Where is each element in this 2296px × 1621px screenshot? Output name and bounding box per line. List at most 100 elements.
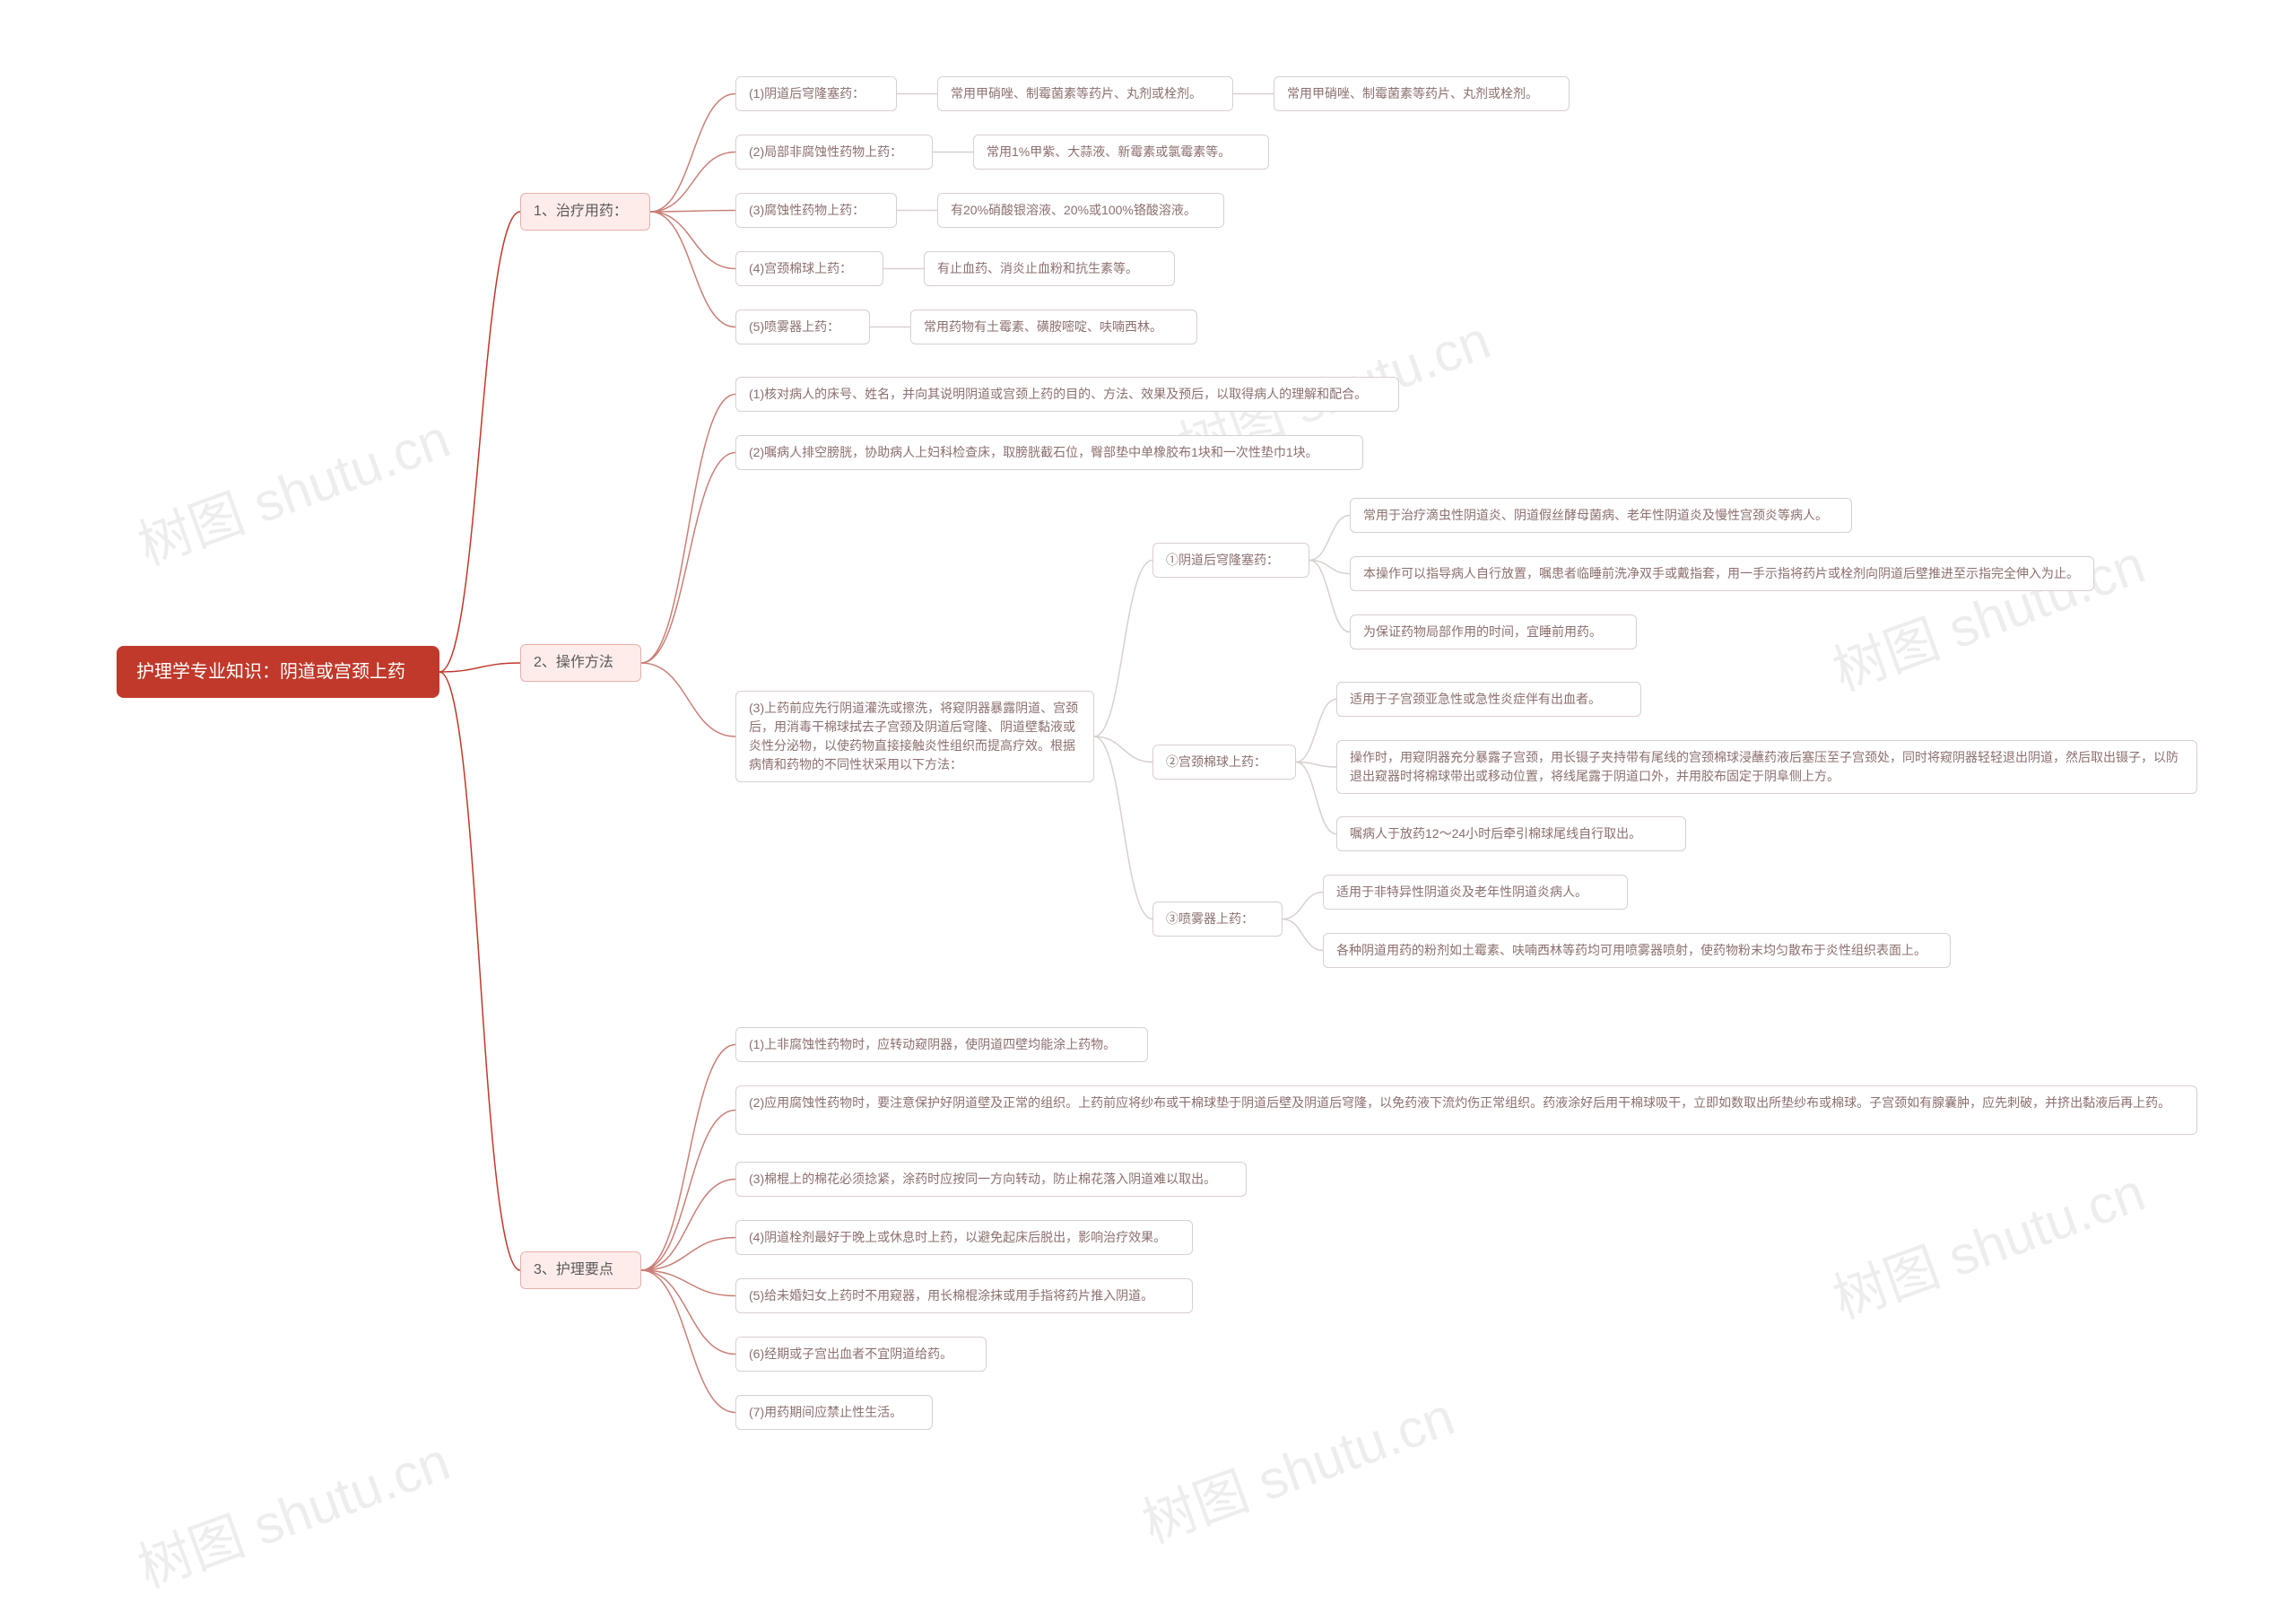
connector [641,663,735,736]
node-label: 本操作可以指导病人自行放置，嘱患者临睡前洗净双手或戴指套，用一手示指将药片或栓剂… [1363,566,2079,580]
mindmap-node: (2)嘱病人排空膀胱，协助病人上妇科检查床，取膀胱截石位，臀部垫中单橡胶布1块和… [735,435,1363,470]
node-label: (1)阴道后穹隆塞药： [749,86,865,100]
mindmap-node: (1)核对病人的床号、姓名，并向其说明阴道或宫颈上药的目的、方法、效果及预后，以… [735,377,1399,412]
mindmap-node: (4)宫颈棉球上药： [735,251,883,286]
connector [641,1238,735,1271]
node-label: (7)用药期间应禁止性生活。 [749,1405,902,1419]
node-label: 有20%硝酸银溶液、20%或100%铬酸溶液。 [951,203,1196,217]
mindmap-node: 各种阴道用药的粉剂如土霉素、呋喃西林等药均可用喷雾器喷射，使药物粉末均匀散布于炎… [1323,933,1951,968]
node-label: 操作时，用窥阴器充分暴露子宫颈，用长镊子夹持带有尾线的宫颈棉球浸蘸药液后塞压至子… [1350,750,2179,783]
connector [1094,736,1152,919]
connector [1283,919,1323,951]
connector [439,663,520,672]
node-label: 常用于治疗滴虫性阴道炎、阴道假丝酵母菌病、老年性阴道炎及慢性宫颈炎等病人。 [1363,508,1828,522]
node-label: 常用甲硝唑、制霉菌素等药片、丸剂或栓剂。 [1287,86,1538,100]
mindmap-node: 本操作可以指导病人自行放置，嘱患者临睡前洗净双手或戴指套，用一手示指将药片或栓剂… [1350,556,2094,591]
connector [1309,561,1350,632]
watermark: 树图 shutu.cn [126,396,458,580]
connectors-layer [0,0,2296,1621]
watermark: 树图 shutu.cn [1821,1149,2153,1334]
mindmap-node: 常用甲硝唑、制霉菌素等药片、丸剂或栓剂。 [937,76,1233,111]
node-label: 2、操作方法 [534,655,613,670]
mindmap-node: (3)棉棍上的棉花必须捻紧，涂药时应按同一方向转动，防止棉花落入阴道难以取出。 [735,1162,1247,1197]
node-label: (3)腐蚀性药物上药： [749,203,865,217]
node-label: (3)棉棍上的棉花必须捻紧，涂药时应按同一方向转动，防止棉花落入阴道难以取出。 [749,1172,1216,1186]
connector [650,94,735,213]
node-label: (4)阴道栓剂最好于晚上或休息时上药，以避免起床后脱出，影响治疗效果。 [749,1230,1166,1244]
mindmap-node: 常用1%甲紫、大蒜液、新霉素或氯霉素等。 [973,135,1269,170]
node-label: (5)给未婚妇女上药时不用窥器，用长棉棍涂抹或用手指将药片推入阴道。 [749,1288,1153,1303]
mindmap-node: 2、操作方法 [520,644,641,682]
node-label: (6)经期或子宫出血者不宜阴道给药。 [749,1346,952,1361]
watermark: 树图 shutu.cn [1821,521,2153,706]
connector [439,212,520,672]
mindmap-node: (1)阴道后穹隆塞药： [735,76,897,111]
connector [650,212,735,327]
connector [641,1270,735,1355]
connector [641,1270,735,1413]
mindmap-node: 有止血药、消炎止血粉和抗生素等。 [924,251,1175,286]
mindmap-node: (2)局部非腐蚀性药物上药： [735,135,933,170]
connector [1296,763,1336,834]
mindmap-node: (3)腐蚀性药物上药： [735,193,897,228]
connector [641,1270,735,1296]
connector [641,1111,735,1271]
node-label: ②宫颈棉球上药： [1166,754,1266,769]
root-label: 护理学专业知识：阴道或宫颈上药 [136,662,405,682]
node-label: ①阴道后穹隆塞药： [1166,553,1279,567]
connector [650,212,735,269]
mindmap-container: { "watermark_text": "树图 shutu.cn", "wate… [0,0,2296,1621]
connector [1309,516,1350,561]
node-label: (4)宫颈棉球上药： [749,261,852,275]
node-label: (2)局部非腐蚀性药物上药： [749,144,902,159]
node-label: 各种阴道用药的粉剂如土霉素、呋喃西林等药均可用喷雾器喷射，使药物粉末均匀散布于炎… [1336,943,1926,957]
mindmap-node: 3、护理要点 [520,1251,641,1289]
mindmap-node: (3)上药前应先行阴道灌洗或擦洗，将窥阴器暴露阴道、宫颈后，用消毒干棉球拭去子宫… [735,691,1094,782]
connector [1094,561,1152,737]
mindmap-node: 适用于子宫颈亚急性或急性炎症伴有出血者。 [1336,682,1641,717]
node-label: 3、护理要点 [534,1262,613,1277]
mindmap-node: ①阴道后穹隆塞药： [1152,543,1309,578]
connector [650,153,735,213]
node-label: 为保证药物局部作用的时间，宜睡前用药。 [1363,624,1602,639]
node-label: 适用于非特异性阴道炎及老年性阴道炎病人。 [1336,885,1587,899]
mindmap-node: 嘱病人于放药12～24小时后牵引棉球尾线自行取出。 [1336,816,1686,851]
node-label: 1、治疗用药： [534,204,628,219]
connector [439,672,520,1270]
node-label: 常用药物有土霉素、磺胺嘧啶、呋喃西林。 [924,319,1162,334]
mindmap-node: ③喷雾器上药： [1152,902,1283,937]
mindmap-node: (5)喷雾器上药： [735,309,870,344]
mindmap-node: 有20%硝酸银溶液、20%或100%铬酸溶液。 [937,193,1224,228]
mindmap-node: 1、治疗用药： [520,193,650,231]
mindmap-node: (6)经期或子宫出血者不宜阴道给药。 [735,1337,987,1372]
connector [1296,700,1336,763]
connector [1296,763,1336,768]
connector [641,1045,735,1271]
node-label: (1)核对病人的床号、姓名，并向其说明阴道或宫颈上药的目的、方法、效果及预后，以… [749,387,1367,401]
node-label: 常用1%甲紫、大蒜液、新霉素或氯霉素等。 [987,144,1231,159]
node-label: (2)应用腐蚀性药物时，要注意保护好阴道壁及正常的组织。上药前应将纱布或干棉球垫… [749,1095,2170,1110]
mindmap-node: (7)用药期间应禁止性生活。 [735,1395,933,1430]
watermark: 树图 shutu.cn [1130,1373,1463,1558]
node-label: (2)嘱病人排空膀胱，协助病人上妇科检查床，取膀胱截石位，臀部垫中单橡胶布1块和… [749,445,1318,459]
node-label: 常用甲硝唑、制霉菌素等药片、丸剂或栓剂。 [951,86,1202,100]
node-label: (1)上非腐蚀性药物时，应转动窥阴器，使阴道四壁均能涂上药物。 [749,1037,1116,1051]
mindmap-node: (4)阴道栓剂最好于晚上或休息时上药，以避免起床后脱出，影响治疗效果。 [735,1220,1193,1255]
node-label: 嘱病人于放药12～24小时后牵引棉球尾线自行取出。 [1350,826,1641,841]
mindmap-node: 操作时，用窥阴器充分暴露子宫颈，用长镊子夹持带有尾线的宫颈棉球浸蘸药液后塞压至子… [1336,740,2197,794]
connector [1094,736,1152,763]
connector [641,395,735,664]
mindmap-node: (1)上非腐蚀性药物时，应转动窥阴器，使阴道四壁均能涂上药物。 [735,1027,1148,1062]
node-label: ③喷雾器上药： [1166,911,1254,926]
mindmap-node: (2)应用腐蚀性药物时，要注意保护好阴道壁及正常的组织。上药前应将纱布或干棉球垫… [735,1085,2197,1135]
node-label: 有止血药、消炎止血粉和抗生素等。 [937,261,1138,275]
node-label: 适用于子宫颈亚急性或急性炎症伴有出血者。 [1350,692,1601,706]
watermark: 树图 shutu.cn [126,1418,458,1603]
mindmap-node: (5)给未婚妇女上药时不用窥器，用长棉棍涂抹或用手指将药片推入阴道。 [735,1278,1193,1313]
connector [650,211,735,213]
connector [641,453,735,664]
node-label: (3)上药前应先行阴道灌洗或擦洗，将窥阴器暴露阴道、宫颈后，用消毒干棉球拭去子宫… [749,701,1078,771]
mindmap-node: 常用甲硝唑、制霉菌素等药片、丸剂或栓剂。 [1274,76,1570,111]
mindmap-node: 常用药物有土霉素、磺胺嘧啶、呋喃西林。 [910,309,1197,344]
node-label: (5)喷雾器上药： [749,319,839,334]
